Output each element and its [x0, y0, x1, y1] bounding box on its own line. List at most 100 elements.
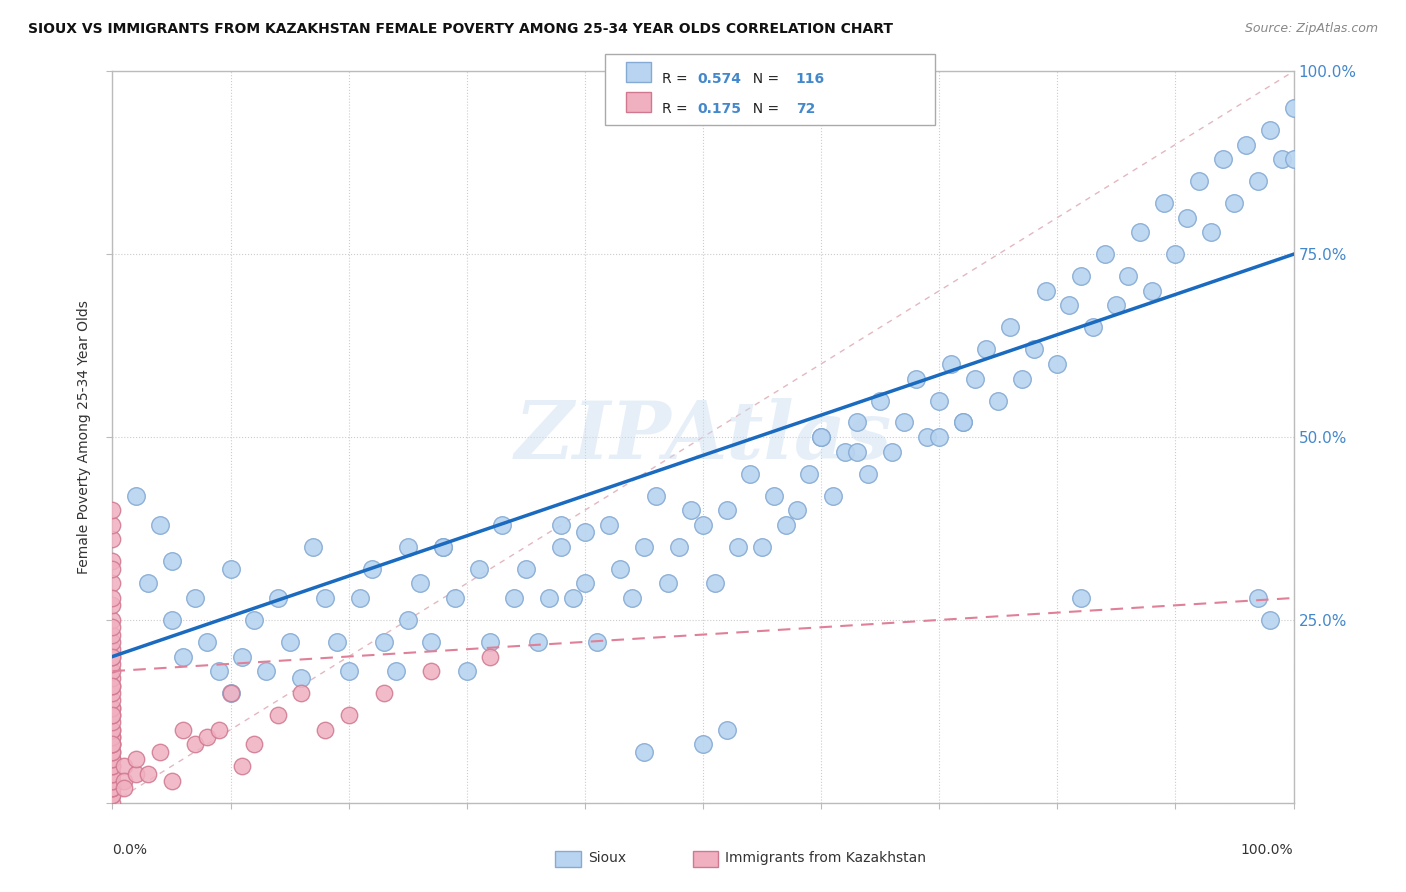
- Point: [1212, 152, 1234, 166]
- Point: [952, 416, 974, 430]
- Point: [101, 752, 124, 766]
- Point: [550, 540, 572, 554]
- Point: [503, 591, 526, 605]
- Point: [101, 737, 124, 751]
- Point: [810, 430, 832, 444]
- Point: [952, 416, 974, 430]
- Text: ZIPAtlas: ZIPAtlas: [515, 399, 891, 475]
- Point: [681, 503, 703, 517]
- Point: [609, 562, 631, 576]
- Point: [195, 730, 218, 744]
- Point: [278, 635, 301, 649]
- Point: [243, 613, 266, 627]
- Point: [160, 773, 183, 788]
- Point: [420, 664, 443, 678]
- Point: [562, 591, 585, 605]
- Point: [219, 562, 242, 576]
- Point: [101, 759, 124, 773]
- Point: [290, 672, 312, 686]
- Point: [1105, 298, 1128, 312]
- Point: [585, 635, 607, 649]
- Point: [491, 517, 513, 532]
- Point: [939, 357, 962, 371]
- Text: Source: ZipAtlas.com: Source: ZipAtlas.com: [1244, 22, 1378, 36]
- Point: [149, 517, 172, 532]
- Point: [692, 737, 714, 751]
- Point: [1057, 298, 1080, 312]
- Point: [751, 540, 773, 554]
- Point: [101, 766, 124, 780]
- Point: [1035, 284, 1057, 298]
- Point: [337, 708, 360, 723]
- Point: [373, 635, 395, 649]
- Point: [349, 591, 371, 605]
- Point: [976, 343, 998, 357]
- Point: [1199, 225, 1222, 239]
- Point: [810, 430, 832, 444]
- Point: [692, 517, 714, 532]
- Point: [254, 664, 277, 678]
- Point: [101, 620, 124, 634]
- Point: [479, 635, 502, 649]
- Point: [101, 693, 124, 707]
- Point: [1116, 269, 1139, 284]
- Point: [858, 467, 880, 481]
- Point: [219, 686, 242, 700]
- Point: [101, 781, 124, 796]
- Point: [775, 517, 797, 532]
- Text: 0.574: 0.574: [697, 72, 741, 87]
- Y-axis label: Female Poverty Among 25-34 Year Olds: Female Poverty Among 25-34 Year Olds: [77, 300, 91, 574]
- Point: [302, 540, 325, 554]
- Point: [101, 737, 124, 751]
- Point: [987, 393, 1010, 408]
- Point: [101, 723, 124, 737]
- Point: [515, 562, 537, 576]
- Point: [1070, 269, 1092, 284]
- Point: [101, 562, 124, 576]
- Text: 100.0%: 100.0%: [1241, 843, 1294, 857]
- Point: [644, 489, 666, 503]
- Point: [314, 723, 336, 737]
- Point: [101, 737, 124, 751]
- Point: [219, 686, 242, 700]
- Text: Sioux: Sioux: [588, 851, 626, 865]
- Text: N =: N =: [744, 72, 783, 87]
- Text: R =: R =: [662, 72, 692, 87]
- Point: [574, 525, 596, 540]
- Point: [1022, 343, 1045, 357]
- Point: [101, 745, 124, 759]
- Point: [786, 503, 808, 517]
- Point: [1223, 196, 1246, 211]
- Text: N =: N =: [744, 102, 783, 116]
- Point: [550, 517, 572, 532]
- Point: [869, 393, 891, 408]
- Point: [1247, 591, 1270, 605]
- Point: [703, 576, 725, 591]
- Point: [101, 781, 124, 796]
- Point: [290, 686, 312, 700]
- Point: [1258, 613, 1281, 627]
- Point: [112, 773, 135, 788]
- Point: [101, 730, 124, 744]
- Point: [101, 700, 124, 714]
- Point: [904, 371, 927, 385]
- Point: [668, 540, 690, 554]
- Point: [396, 613, 419, 627]
- Point: [1247, 174, 1270, 188]
- Point: [136, 576, 159, 591]
- Point: [101, 533, 124, 547]
- Point: [716, 723, 738, 737]
- Point: [1164, 247, 1187, 261]
- Point: [125, 489, 148, 503]
- Text: 0.0%: 0.0%: [112, 843, 148, 857]
- Point: [125, 766, 148, 780]
- Point: [231, 759, 253, 773]
- Point: [136, 766, 159, 780]
- Point: [821, 489, 844, 503]
- Point: [1011, 371, 1033, 385]
- Point: [526, 635, 548, 649]
- Point: [101, 627, 124, 641]
- Point: [1070, 591, 1092, 605]
- Point: [1282, 101, 1305, 115]
- Point: [396, 540, 419, 554]
